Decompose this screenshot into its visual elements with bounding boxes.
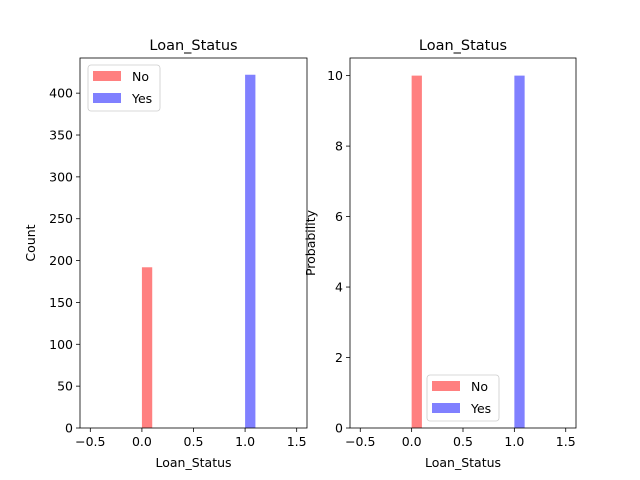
chart-title: Loan_Status (149, 38, 237, 54)
y-tick-label: 100 (49, 337, 73, 352)
x-tick-label: 0.0 (132, 434, 152, 449)
x-tick-label: 0.5 (453, 434, 473, 449)
y-tick-label: 2 (335, 350, 343, 365)
y-tick-label: 150 (49, 295, 73, 310)
axes-frame (349, 57, 577, 429)
legend-swatch-yes (432, 403, 460, 413)
bar-no (141, 267, 153, 428)
legend-swatch-yes (93, 93, 121, 103)
legend: No Yes (87, 64, 161, 112)
legend-label-no: No (471, 379, 488, 394)
x-axis-label: Loan_Status (155, 455, 231, 470)
bar-yes (245, 74, 256, 429)
y-tick-label: 4 (335, 280, 343, 295)
y-tick-label: 250 (49, 211, 73, 226)
y-tick-label: 400 (49, 86, 73, 101)
legend-swatch-no (432, 381, 460, 391)
x-tick-label: 1.5 (287, 434, 307, 449)
y-tick-label: 0 (335, 421, 343, 436)
y-tick-label: 8 (335, 139, 343, 154)
x-tick-label: 0.5 (184, 434, 204, 449)
y-tick-label: 200 (49, 253, 73, 268)
y-tick-label: 6 (335, 209, 343, 224)
legend: No Yes (426, 374, 500, 422)
x-tick-label: 0.0 (402, 434, 422, 449)
bar-yes (514, 75, 525, 428)
legend-swatch-no (93, 71, 121, 81)
chart-title: Loan_Status (419, 38, 507, 54)
x-tick-label: 1.0 (504, 434, 524, 449)
legend-label-yes: Yes (131, 91, 152, 106)
x-tick-label: −0.5 (75, 434, 105, 449)
axes-frame (79, 57, 308, 429)
y-tick-label: 50 (57, 379, 73, 394)
y-axis-label: Count (23, 224, 38, 261)
x-tick-label: 1.5 (556, 434, 576, 449)
y-axis-label: Probability (303, 209, 318, 276)
y-tick-label: 0 (65, 421, 73, 436)
chart-1: −0.5 0.0 0.5 1.0 1.5 0 50 100 150 200 250 300 350 400… (23, 38, 308, 470)
x-tick-label: 1.0 (235, 434, 255, 449)
y-tick-label: 300 (49, 169, 73, 184)
legend-label-yes: Yes (470, 401, 491, 416)
x-tick-label: −0.5 (345, 434, 375, 449)
chart-2: −0.5 0.0 0.5 1.0 1.5 0 2 4 6 8 10 Loan_Status Loan_S… (303, 38, 577, 470)
y-tick-label: 350 (49, 128, 73, 143)
y-tick-label: 10 (327, 68, 343, 83)
legend-label-no: No (132, 69, 149, 84)
bar-no (411, 75, 422, 428)
x-axis-label: Loan_Status (425, 455, 501, 470)
